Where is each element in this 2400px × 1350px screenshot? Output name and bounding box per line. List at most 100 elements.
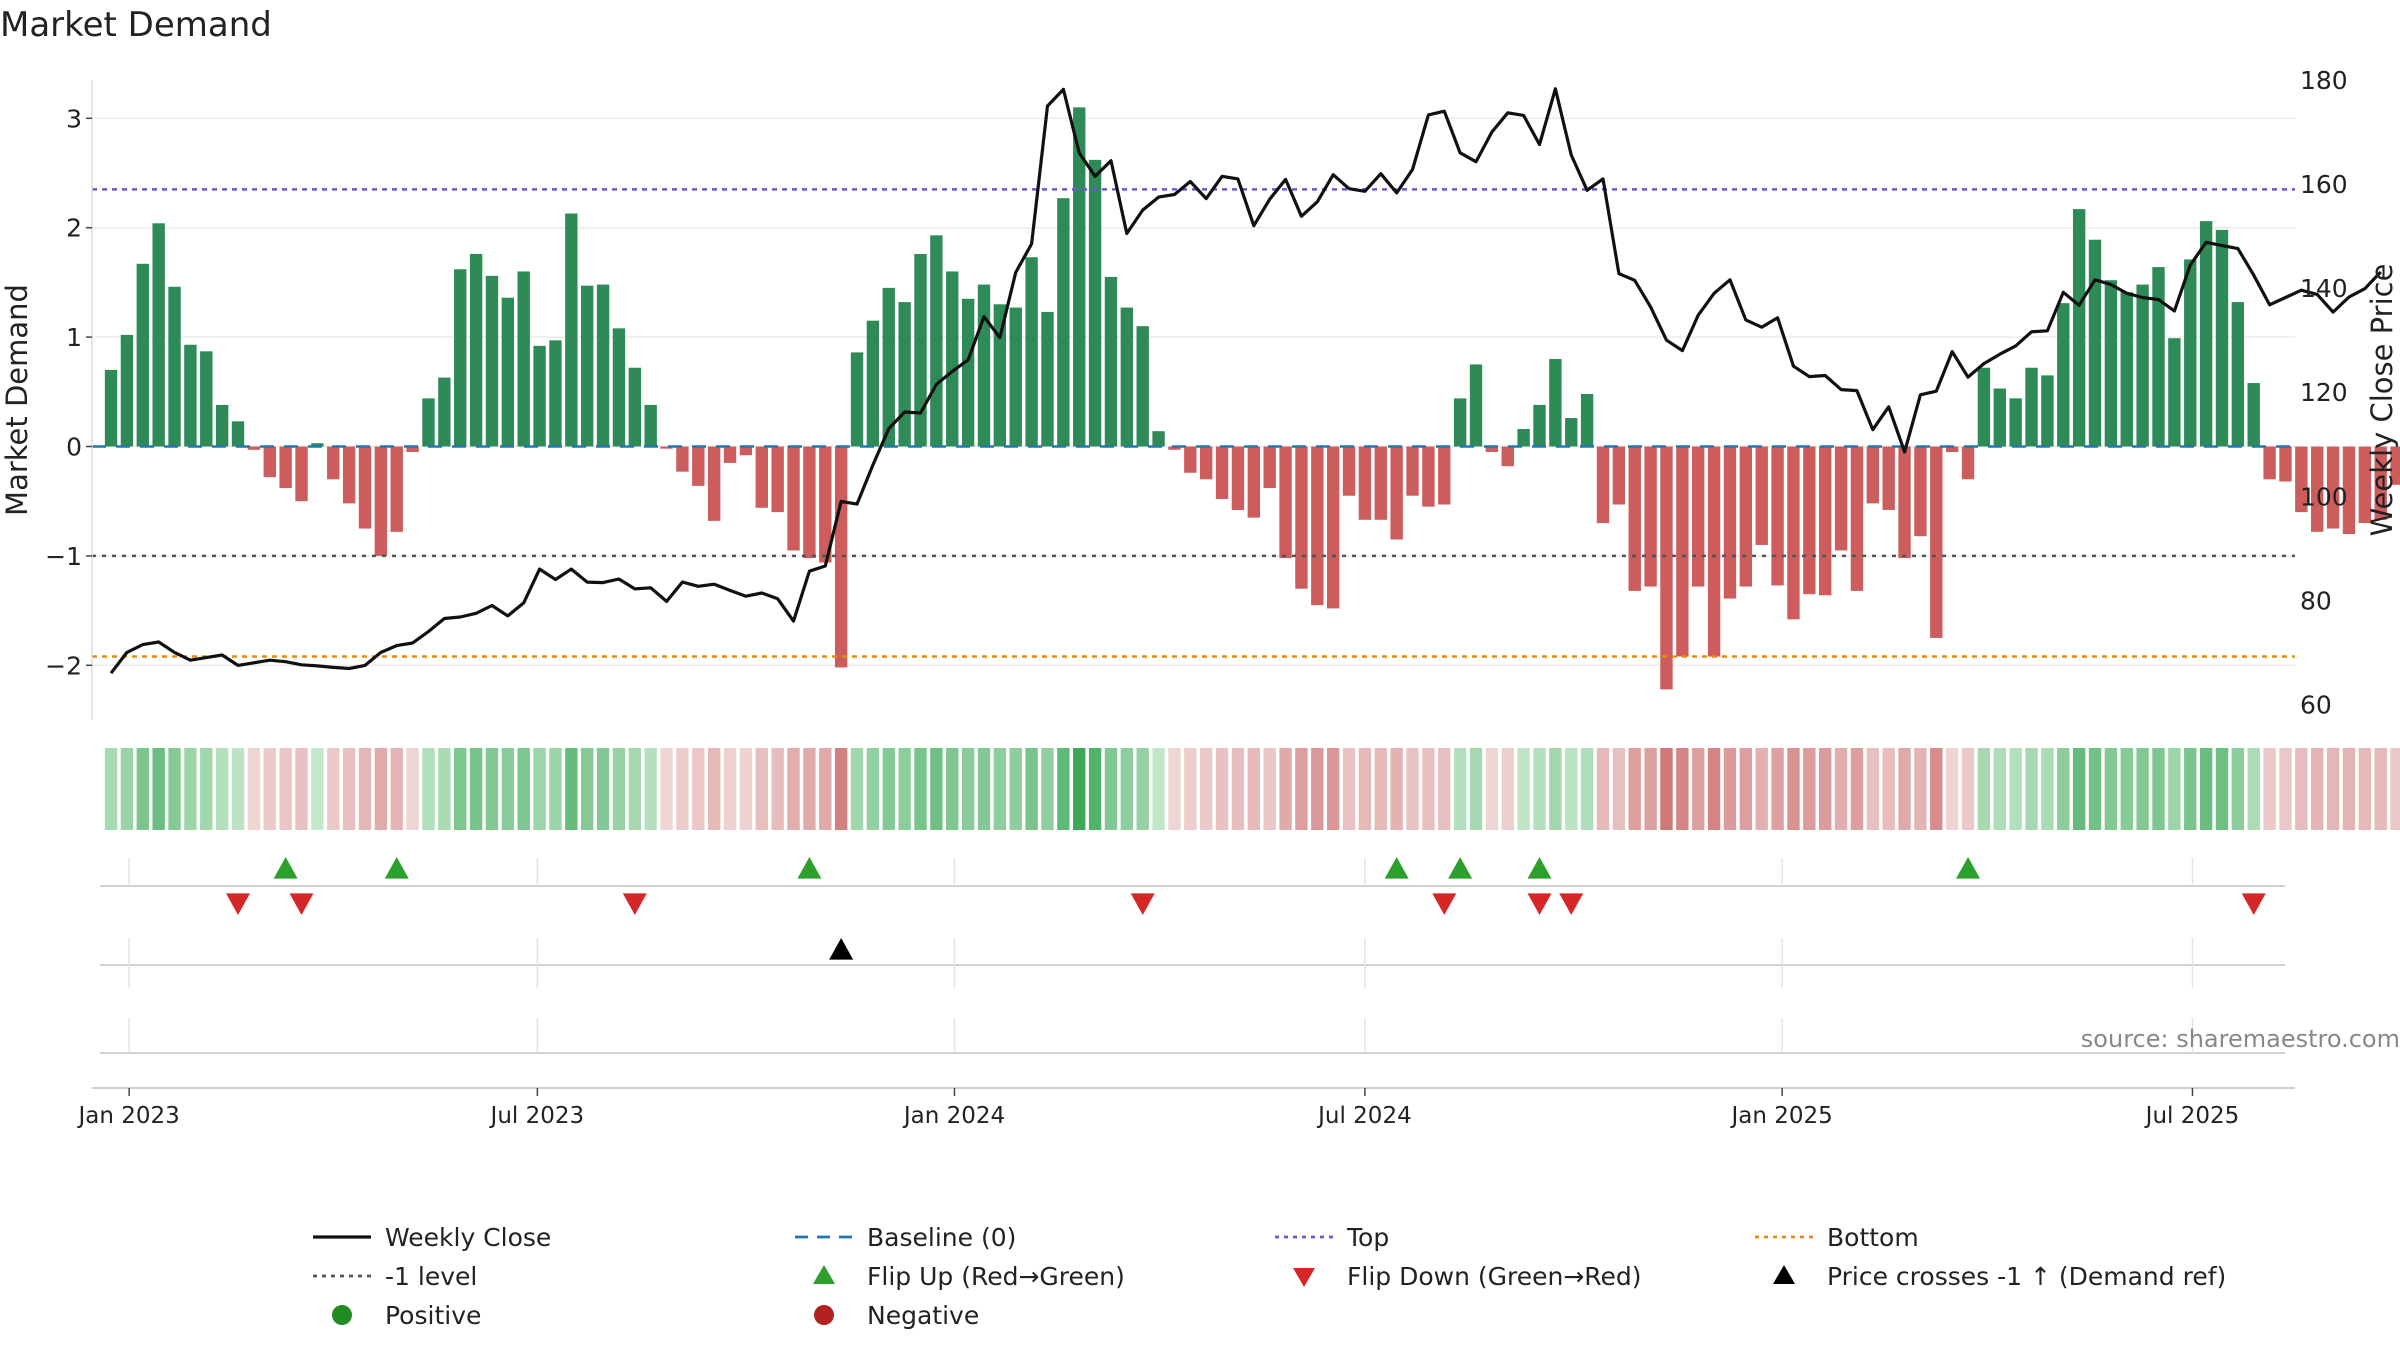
legend-label: Positive — [385, 1301, 481, 1330]
flip-down-marker — [1130, 893, 1155, 915]
heat-cell — [454, 748, 467, 830]
heat-cell — [1660, 748, 1673, 830]
heat-cell — [660, 748, 673, 830]
flip-down-marker — [2241, 893, 2266, 915]
heat-cell — [1311, 748, 1324, 830]
bar-positive — [2168, 338, 2181, 447]
bar-positive — [1073, 107, 1086, 447]
heat-cell — [1707, 748, 1721, 830]
bar-negative — [1374, 446, 1387, 520]
bar-positive — [501, 297, 515, 447]
bar-positive — [2247, 383, 2260, 447]
bar-positive — [1453, 398, 1467, 447]
bar-negative — [1787, 446, 1800, 620]
legend-label: Flip Up (Red→Green) — [867, 1262, 1125, 1291]
heat-cell — [2247, 748, 2260, 830]
bar-positive — [1977, 367, 1991, 447]
heat-cell — [184, 748, 197, 830]
heat-cell — [1453, 748, 1467, 830]
bar-positive — [184, 344, 197, 447]
price-cross-marker — [829, 938, 854, 960]
bar-negative — [1850, 446, 1864, 591]
bar-negative — [2295, 446, 2308, 513]
heat-cell — [1866, 748, 1880, 830]
heat-cell — [533, 748, 546, 830]
heat-cell — [2009, 748, 2022, 830]
flip-down-marker — [1527, 893, 1552, 915]
y-tick-label: 1 — [66, 323, 82, 352]
bar-positive — [1469, 364, 1483, 447]
bar-negative — [1485, 446, 1499, 452]
bar-negative — [1644, 446, 1657, 587]
heat-cell — [1215, 748, 1229, 830]
heat-cell — [850, 748, 864, 830]
bar-negative — [707, 446, 721, 521]
demand-bars — [104, 107, 2400, 690]
heat-cell — [961, 748, 975, 830]
bar-negative — [1834, 446, 1848, 551]
heat-cell — [422, 748, 435, 830]
bar-positive — [565, 213, 578, 447]
heat-cell — [676, 748, 689, 830]
bar-negative — [787, 446, 800, 551]
heat-cell — [1358, 748, 1372, 830]
y2-tick-label: 100 — [2300, 482, 2348, 511]
source-note: source: sharemaestro.com — [2081, 1025, 2400, 1053]
bar-negative — [295, 446, 308, 502]
bar-negative — [358, 446, 372, 529]
heat-cell — [1136, 748, 1149, 830]
heat-cell — [1247, 748, 1261, 830]
bar-negative — [279, 446, 292, 489]
heat-cell — [1723, 748, 1737, 830]
bar-negative — [2326, 446, 2340, 529]
flip-up-marker — [273, 857, 298, 879]
bar-positive — [231, 421, 245, 447]
bar-positive — [215, 404, 229, 447]
heat-cell — [374, 748, 388, 830]
heat-cell — [104, 748, 118, 830]
heat-cell — [1803, 748, 1816, 830]
heat-cell — [485, 748, 499, 830]
heat-cell — [1057, 748, 1070, 830]
heat-cell — [993, 748, 1007, 830]
heat-cell — [882, 748, 895, 830]
bar-negative — [1771, 446, 1784, 586]
x-axis: Jan 2023 Jul 2023 Jan 2024 Jul 2024 Jan 2025… — [76, 1087, 2295, 1129]
bar-positive — [1025, 257, 1038, 447]
bar-negative — [342, 446, 356, 504]
bar-positive — [517, 271, 530, 447]
bar-positive — [1104, 276, 1118, 447]
heat-cell — [2215, 748, 2229, 830]
heat-cell — [1152, 748, 1165, 830]
bar-negative — [1739, 446, 1753, 587]
bar-negative — [1803, 446, 1816, 595]
legend-swatch — [332, 1305, 352, 1325]
heat-cell — [1834, 748, 1848, 830]
heat-cell — [295, 748, 308, 830]
heat-cell — [866, 748, 880, 830]
bar-positive — [1009, 307, 1022, 447]
bar-positive — [136, 263, 149, 447]
y-tick-label: 0 — [66, 432, 82, 461]
heat-cell — [2326, 748, 2340, 830]
bar-positive — [2009, 398, 2022, 447]
bar-positive — [596, 284, 610, 447]
heat-cell — [1945, 748, 1959, 830]
bar-positive — [612, 328, 626, 447]
legend-item-negative: Negative — [814, 1301, 979, 1330]
reference-levels — [92, 188, 2295, 658]
legend-label: -1 level — [385, 1262, 477, 1291]
bar-negative — [2390, 446, 2400, 485]
legend-label: Top — [1346, 1223, 1389, 1252]
heat-cell — [1739, 748, 1753, 830]
bar-positive — [152, 223, 165, 447]
x-tick-label: Jan 2023 — [76, 1103, 179, 1129]
legend-swatch — [814, 1305, 834, 1325]
bar-negative — [263, 446, 276, 478]
bar-positive — [2215, 229, 2229, 447]
heat-cell — [2199, 748, 2213, 830]
heat-cell — [1326, 748, 1340, 830]
heat-cell — [1374, 748, 1387, 830]
heat-cell — [1009, 748, 1022, 830]
